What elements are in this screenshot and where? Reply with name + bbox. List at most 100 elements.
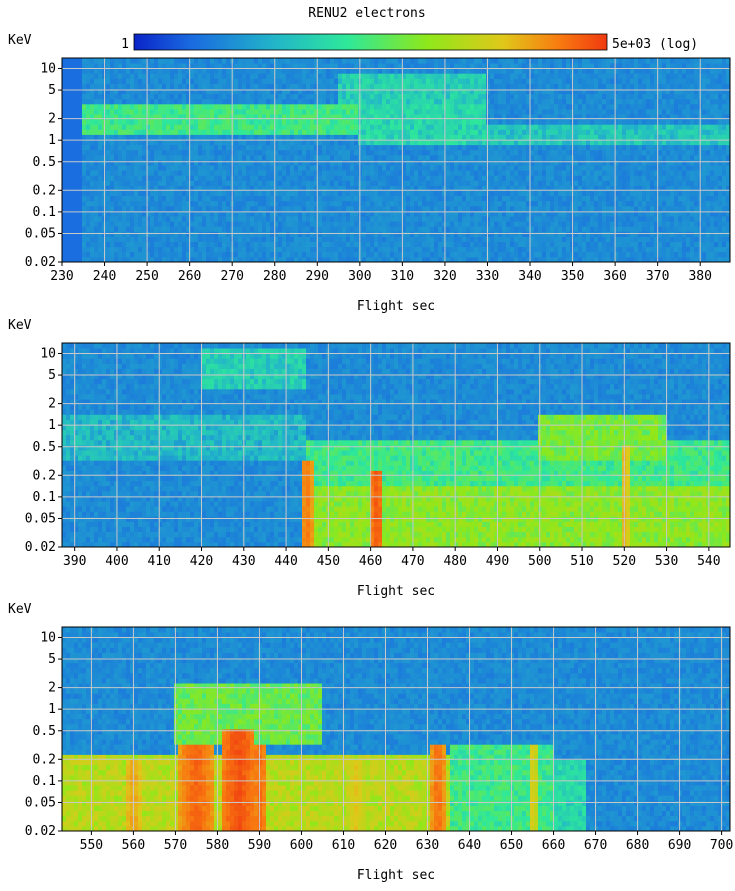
- heatmap-cell: [530, 191, 534, 197]
- heatmap-cell: [418, 84, 422, 90]
- heatmap-cell: [330, 58, 334, 64]
- heatmap-cell: [250, 73, 254, 79]
- heatmap-cell: [346, 226, 350, 232]
- heatmap-cell: [510, 135, 514, 141]
- heatmap-cell: [78, 160, 82, 166]
- heatmap-cell: [90, 242, 94, 248]
- heatmap-cell: [234, 252, 238, 257]
- heatmap-cell: [350, 221, 354, 227]
- heatmap-cell: [234, 160, 238, 166]
- heatmap-cell: [398, 104, 402, 110]
- heatmap-cell: [398, 145, 402, 151]
- heatmap-cell: [466, 109, 470, 115]
- heatmap-cell: [334, 196, 338, 202]
- heatmap-cell: [318, 165, 322, 171]
- heatmap-cell: [286, 119, 290, 125]
- heatmap-cell: [558, 170, 562, 176]
- heatmap-cell: [106, 63, 110, 69]
- heatmap-cell: [510, 252, 514, 257]
- heatmap-cell: [162, 221, 166, 227]
- heatmap-cell: [86, 58, 90, 64]
- heatmap-cell: [282, 129, 286, 135]
- heatmap-cell: [66, 68, 70, 74]
- heatmap-cell: [454, 237, 458, 243]
- heatmap-cell: [542, 242, 546, 248]
- heatmap-cell: [310, 165, 314, 171]
- heatmap-cell: [350, 206, 354, 212]
- heatmap-cell: [158, 109, 162, 115]
- heatmap-cell: [534, 135, 538, 141]
- heatmap-cell: [406, 99, 410, 105]
- heatmap-cell: [306, 73, 310, 79]
- heatmap-cell: [334, 104, 338, 110]
- heatmap-cell: [386, 58, 390, 64]
- heatmap-cell: [418, 58, 422, 64]
- heatmap-cell: [418, 78, 422, 84]
- heatmap-cell: [434, 119, 438, 125]
- heatmap-cell: [166, 109, 170, 115]
- heatmap-cell: [234, 196, 238, 202]
- heatmap-cell: [414, 252, 418, 257]
- heatmap-cell: [194, 226, 198, 232]
- heatmap-cell: [350, 175, 354, 181]
- heatmap-cell: [190, 78, 194, 84]
- heatmap-cell: [430, 150, 434, 156]
- heatmap-cell: [154, 170, 158, 176]
- heatmap-cell: [266, 78, 270, 84]
- heatmap-cell: [118, 73, 122, 79]
- heatmap-cell: [110, 237, 114, 243]
- heatmap-cell: [422, 201, 426, 207]
- heatmap-cell: [542, 63, 546, 69]
- heatmap-cell: [198, 206, 202, 212]
- heatmap-cell: [490, 104, 494, 110]
- heatmap-cell: [482, 242, 486, 248]
- heatmap-cell: [306, 206, 310, 212]
- heatmap-cell: [558, 145, 562, 151]
- heatmap-cell: [226, 231, 230, 237]
- heatmap-cell: [454, 145, 458, 151]
- heatmap-cell: [534, 68, 538, 74]
- heatmap-cell: [502, 73, 506, 79]
- heatmap-cell: [494, 155, 498, 161]
- heatmap-cell: [446, 247, 450, 253]
- heatmap-cell: [282, 94, 286, 100]
- heatmap-cell: [270, 165, 274, 171]
- heatmap-cell: [258, 242, 262, 248]
- heatmap-cell: [174, 155, 178, 161]
- heatmap-cell: [430, 252, 434, 257]
- heatmap-cell: [130, 252, 134, 257]
- heatmap-cell: [306, 196, 310, 202]
- heatmap-cell: [222, 78, 226, 84]
- heatmap-cell: [162, 109, 166, 115]
- heatmap-cell: [122, 252, 126, 257]
- heatmap-cell: [298, 231, 302, 237]
- heatmap-cell: [426, 129, 430, 135]
- heatmap-cell: [518, 180, 522, 186]
- heatmap-cell: [98, 89, 102, 95]
- heatmap-cell: [530, 73, 534, 79]
- heatmap-cell: [350, 99, 354, 105]
- heatmap-cell: [290, 84, 294, 90]
- heatmap-cell: [206, 129, 210, 135]
- heatmap-cell: [418, 196, 422, 202]
- heatmap-cell: [110, 124, 114, 130]
- heatmap-cell: [254, 73, 258, 79]
- heatmap-cell: [410, 124, 414, 130]
- heatmap-cell: [534, 221, 538, 227]
- heatmap-cell: [94, 119, 98, 125]
- heatmap-cell: [154, 145, 158, 151]
- heatmap-cell: [278, 104, 282, 110]
- heatmap-cell: [234, 165, 238, 171]
- heatmap-cell: [430, 94, 434, 100]
- heatmap-cell: [406, 109, 410, 115]
- heatmap-cell: [518, 160, 522, 166]
- heatmap-cell: [130, 58, 134, 64]
- heatmap-cell: [306, 150, 310, 156]
- heatmap-cell: [154, 160, 158, 166]
- heatmap-cell: [126, 247, 130, 253]
- heatmap-cell: [546, 165, 550, 171]
- heatmap-cell: [466, 247, 470, 253]
- heatmap-cell: [410, 104, 414, 110]
- heatmap-cell: [122, 170, 126, 176]
- heatmap-cell: [238, 145, 242, 151]
